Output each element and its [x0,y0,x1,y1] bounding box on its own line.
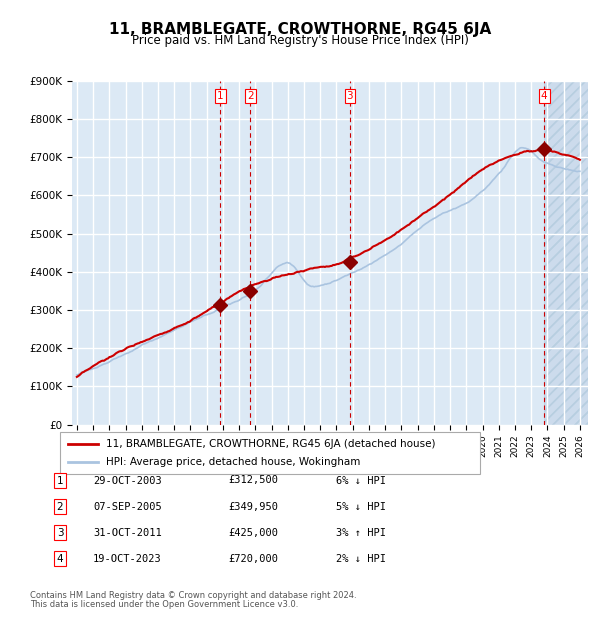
Text: Price paid vs. HM Land Registry's House Price Index (HPI): Price paid vs. HM Land Registry's House … [131,34,469,47]
Text: 4: 4 [56,554,64,564]
Bar [544,81,588,425]
Text: 3% ↑ HPI: 3% ↑ HPI [336,528,386,538]
Text: 31-OCT-2011: 31-OCT-2011 [93,528,162,538]
Text: £720,000: £720,000 [228,554,278,564]
Text: Contains HM Land Registry data © Crown copyright and database right 2024.: Contains HM Land Registry data © Crown c… [30,591,356,600]
Text: £349,950: £349,950 [228,502,278,512]
Text: 11, BRAMBLEGATE, CROWTHORNE, RG45 6JA (detached house): 11, BRAMBLEGATE, CROWTHORNE, RG45 6JA (d… [106,439,436,449]
Text: 5% ↓ HPI: 5% ↓ HPI [336,502,386,512]
Text: 3: 3 [56,528,64,538]
FancyBboxPatch shape [60,432,480,474]
Bar [544,81,588,425]
Text: 2% ↓ HPI: 2% ↓ HPI [336,554,386,564]
Text: HPI: Average price, detached house, Wokingham: HPI: Average price, detached house, Woki… [106,458,361,467]
Text: 1: 1 [217,91,223,101]
Text: 29-OCT-2003: 29-OCT-2003 [93,476,162,485]
Text: £312,500: £312,500 [228,476,278,485]
Text: 3: 3 [347,91,353,101]
Text: 2: 2 [56,502,64,512]
Text: 2: 2 [247,91,254,101]
Text: This data is licensed under the Open Government Licence v3.0.: This data is licensed under the Open Gov… [30,600,298,609]
Text: £425,000: £425,000 [228,528,278,538]
Text: 1: 1 [56,476,64,485]
Text: 07-SEP-2005: 07-SEP-2005 [93,502,162,512]
Text: 4: 4 [541,91,548,101]
Text: 19-OCT-2023: 19-OCT-2023 [93,554,162,564]
Text: 11, BRAMBLEGATE, CROWTHORNE, RG45 6JA: 11, BRAMBLEGATE, CROWTHORNE, RG45 6JA [109,22,491,37]
Text: 6% ↓ HPI: 6% ↓ HPI [336,476,386,485]
